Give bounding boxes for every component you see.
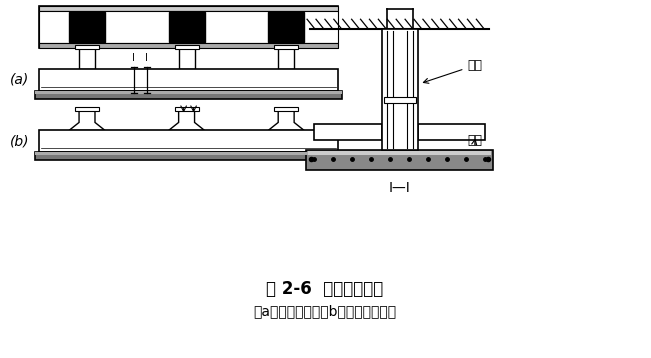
Bar [274, 45, 298, 49]
Bar [39, 43, 338, 48]
Bar [69, 12, 105, 42]
Text: I: I [145, 53, 148, 63]
Bar [75, 107, 99, 111]
Text: (b): (b) [10, 134, 29, 148]
Text: (a): (a) [10, 73, 29, 87]
Text: 图 2-6  柱下条形基础: 图 2-6 柱下条形基础 [266, 280, 383, 298]
Bar [274, 107, 298, 111]
Bar [35, 152, 342, 155]
Bar [268, 12, 304, 42]
Bar [39, 11, 338, 43]
Bar [39, 6, 338, 11]
Text: I: I [132, 53, 135, 63]
Bar [35, 91, 342, 94]
Bar [41, 72, 336, 88]
Bar [278, 47, 294, 69]
Polygon shape [268, 108, 304, 130]
Bar [39, 130, 338, 152]
Polygon shape [69, 108, 105, 130]
Bar [381, 29, 417, 150]
Bar [39, 69, 338, 91]
Bar [306, 150, 493, 170]
Bar [39, 6, 338, 48]
Bar [75, 45, 99, 49]
Bar [35, 152, 342, 160]
Text: 肋梁: 肋梁 [423, 59, 482, 83]
Text: （a）等截面的；（b）柱位处加腋的: （a）等截面的；（b）柱位处加腋的 [253, 304, 396, 318]
Polygon shape [169, 108, 204, 130]
Bar [308, 151, 492, 155]
Bar [383, 97, 415, 103]
Text: I—I: I—I [389, 181, 411, 195]
Bar [174, 107, 199, 111]
Bar [169, 12, 204, 42]
Bar [79, 47, 95, 69]
Text: 翼板: 翼板 [467, 134, 482, 147]
Bar [35, 91, 342, 98]
Bar [178, 47, 195, 69]
Bar [314, 125, 381, 140]
Bar [41, 134, 336, 149]
Bar [417, 125, 485, 140]
Bar [174, 45, 199, 49]
